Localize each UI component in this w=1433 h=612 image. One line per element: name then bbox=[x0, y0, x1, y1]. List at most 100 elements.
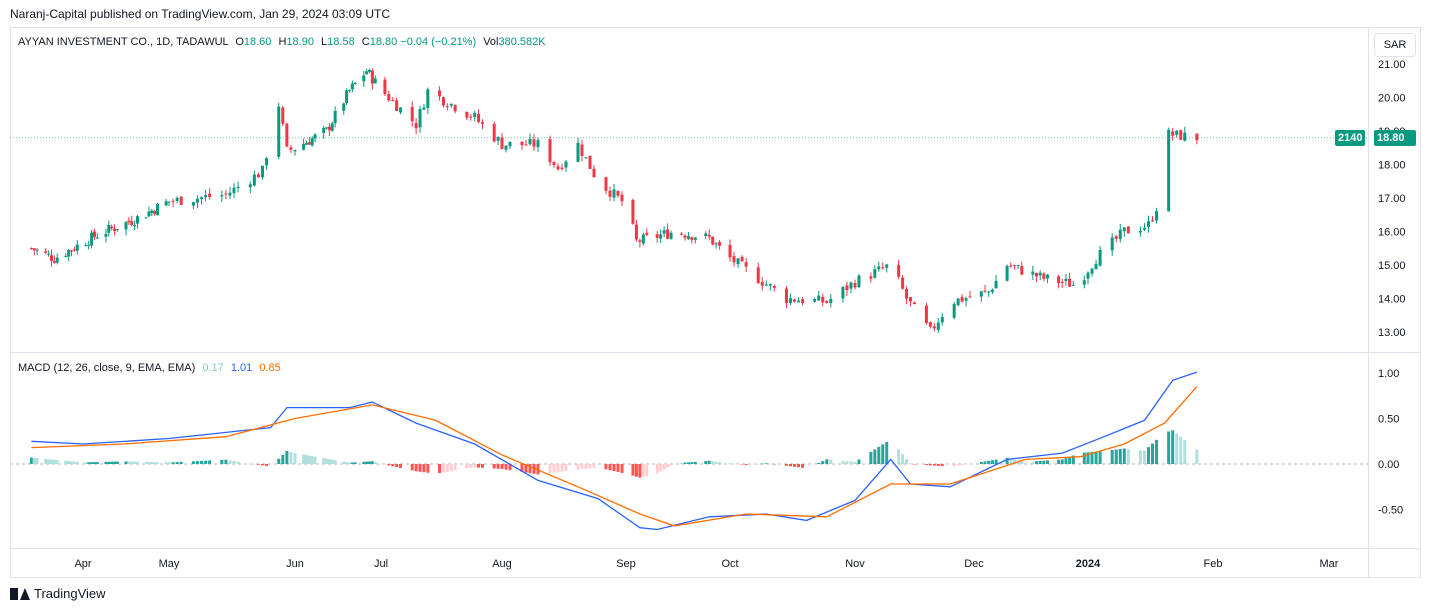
candle-body bbox=[391, 99, 395, 101]
price-tick-label: 21.00 bbox=[1378, 59, 1406, 71]
histogram-bar bbox=[560, 464, 564, 472]
histogram-bar bbox=[877, 446, 881, 464]
candle-body bbox=[1114, 236, 1118, 239]
candle-body bbox=[1142, 227, 1146, 230]
candle-body bbox=[90, 232, 94, 246]
candle-body bbox=[55, 257, 59, 263]
candle-body bbox=[29, 248, 33, 250]
histogram-bar bbox=[1005, 457, 1009, 464]
candle-body bbox=[445, 106, 449, 108]
candle-body bbox=[744, 262, 748, 267]
macd-signal-value: 0.85 bbox=[259, 362, 281, 374]
low-label: L bbox=[321, 36, 328, 48]
candle-body bbox=[175, 197, 179, 201]
histogram-bar bbox=[156, 462, 160, 464]
candle-body bbox=[797, 300, 801, 303]
histogram-bar bbox=[110, 461, 114, 464]
candle-body bbox=[35, 249, 39, 251]
histogram-bar bbox=[438, 464, 442, 474]
candle-body bbox=[690, 237, 694, 240]
candle-body bbox=[1146, 221, 1150, 227]
histogram-bar bbox=[932, 464, 936, 466]
candle-body bbox=[552, 161, 556, 165]
candle-body bbox=[528, 138, 532, 145]
macd-legend: MACD (12, 26, close, 9, EMA, EMA) 0.17 1… bbox=[18, 362, 281, 374]
histogram-bar bbox=[127, 461, 131, 464]
histogram-bar bbox=[952, 464, 956, 467]
close-value: 18.80 bbox=[369, 36, 398, 48]
histogram-bar bbox=[347, 462, 351, 464]
candle-body bbox=[195, 198, 199, 203]
time-tick-label: Feb bbox=[1204, 558, 1223, 570]
chart-frame[interactable] bbox=[10, 27, 1421, 578]
histogram-bar bbox=[1167, 431, 1171, 464]
candle-body bbox=[252, 174, 256, 186]
candle-body bbox=[979, 291, 983, 297]
time-tick-label: 2024 bbox=[1076, 558, 1101, 570]
candle-body bbox=[1012, 265, 1016, 267]
histogram-bar bbox=[453, 464, 457, 471]
histogram-bar bbox=[167, 462, 171, 464]
candle-body bbox=[410, 107, 414, 122]
histogram-bar bbox=[1195, 449, 1199, 464]
candle-body bbox=[913, 302, 916, 305]
histogram-bar bbox=[1042, 460, 1046, 464]
candle-body bbox=[1035, 273, 1039, 277]
candle-body bbox=[1094, 264, 1098, 270]
histogram-bar bbox=[1038, 460, 1042, 464]
candle-body bbox=[604, 177, 608, 191]
histogram-bar bbox=[857, 459, 861, 464]
histogram-bar bbox=[1012, 459, 1016, 464]
histogram-bar bbox=[793, 464, 797, 467]
candle-body bbox=[909, 297, 913, 302]
histogram-bar bbox=[70, 461, 74, 464]
symbol-label[interactable]: AYYAN INVESTMENT CO., 1D, TADAWUL bbox=[18, 36, 229, 48]
macd-tick-label: 1.00 bbox=[1378, 368, 1399, 380]
candle-body bbox=[829, 298, 833, 303]
brand-label[interactable]: TradingView bbox=[34, 586, 106, 601]
candle-body bbox=[204, 195, 208, 198]
candle-body bbox=[289, 147, 293, 150]
histogram-bar bbox=[683, 462, 687, 464]
histogram-bar bbox=[368, 461, 372, 464]
time-tick-label: Jul bbox=[374, 558, 388, 570]
histogram-bar bbox=[64, 460, 68, 464]
histogram-bar bbox=[236, 461, 240, 464]
candle-body bbox=[153, 211, 157, 215]
candle-body bbox=[293, 149, 297, 152]
histogram-bar bbox=[528, 464, 532, 474]
candle-body bbox=[95, 237, 99, 239]
histogram-bar bbox=[44, 458, 48, 464]
histogram-bar bbox=[940, 464, 944, 467]
histogram-bar bbox=[342, 461, 346, 464]
candle-body bbox=[1110, 237, 1114, 251]
currency-button[interactable]: SAR bbox=[1374, 33, 1416, 57]
close-label: C bbox=[361, 36, 370, 48]
candle-body bbox=[362, 75, 366, 82]
candle-body bbox=[441, 97, 445, 106]
candle-body bbox=[236, 186, 240, 188]
candle-body bbox=[932, 326, 936, 329]
histogram-bar bbox=[72, 461, 76, 464]
histogram-bar bbox=[924, 464, 928, 466]
histogram-bar bbox=[768, 463, 772, 465]
histogram-bar bbox=[536, 464, 540, 475]
histogram-bar bbox=[500, 464, 504, 470]
histogram-bar bbox=[35, 458, 39, 464]
histogram-bar bbox=[744, 464, 748, 465]
histogram-bar bbox=[588, 464, 592, 469]
histogram-bar bbox=[84, 462, 88, 464]
price-tick-label: 16.00 bbox=[1378, 227, 1406, 239]
histogram-bar bbox=[732, 463, 736, 465]
histogram-bar bbox=[310, 456, 314, 464]
candle-body bbox=[736, 258, 740, 265]
histogram-bar bbox=[480, 464, 484, 468]
histogram-bar bbox=[204, 460, 208, 464]
histogram-bar bbox=[580, 464, 584, 470]
candle-body bbox=[167, 201, 171, 203]
time-tick-label: Apr bbox=[74, 558, 91, 570]
candle-body bbox=[477, 113, 481, 122]
candle-body bbox=[313, 134, 317, 139]
macd-title[interactable]: MACD (12, 26, close, 9, EMA, EMA) bbox=[18, 362, 196, 374]
